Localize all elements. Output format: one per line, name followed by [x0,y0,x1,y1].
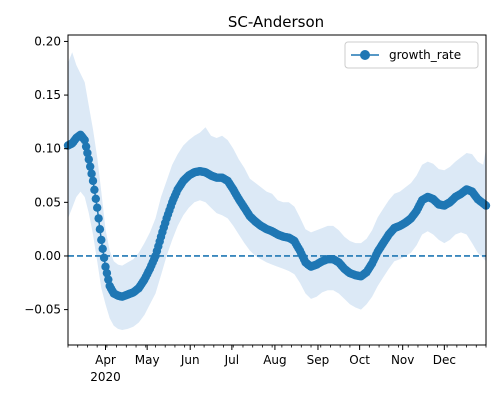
plot-area [63,52,491,330]
x-tick-label: Jun [180,353,200,367]
y-tick-label: 0.10 [34,142,61,156]
axes: −0.05 0.00 0.05 0.10 0.15 0.20 Apr 2020 May Jun Ju… [24,34,487,384]
y-tick-label: 0.15 [34,88,61,102]
axes-frame [67,34,487,346]
chart-title: SC-Anderson [228,13,324,31]
legend: growth_rate [344,41,479,69]
data-point [97,235,106,245]
legend-label-growth-rate: growth_rate [389,48,461,62]
data-point [93,203,102,212]
data-point [83,148,92,158]
y-tick-label: −0.05 [24,303,61,317]
data-point [99,253,109,262]
legend-box [344,41,479,69]
x-tick-label: May [135,353,160,367]
x-tick-label: Sep [307,353,330,367]
y-tick-label: 0.20 [34,34,61,48]
data-point [95,225,105,234]
legend-marker-swatch [360,50,370,60]
x-tick-year-label: 2020 [90,370,121,384]
x-tick-label: Oct [349,353,370,367]
data-point [84,155,94,164]
data-point [81,142,91,151]
data-point [86,162,95,171]
data-point [104,275,113,284]
y-tick-label: 0.05 [34,195,61,209]
data-point [87,169,96,178]
x-tick-label: Nov [391,353,414,367]
data-point [90,185,99,194]
x-tick-label: Aug [263,353,286,367]
data-point [94,214,103,223]
x-tick-label: Jul [224,353,239,367]
data-point [80,135,89,145]
y-tick-label: 0.00 [34,249,61,263]
data-point [88,176,98,186]
data-point [91,194,101,203]
series-markers [63,130,491,301]
x-tick-label: Dec [433,353,456,367]
confidence-band [68,52,486,330]
data-point [102,268,112,278]
data-point [98,244,107,253]
data-point [101,262,110,271]
x-tick-label: Apr [95,353,116,367]
